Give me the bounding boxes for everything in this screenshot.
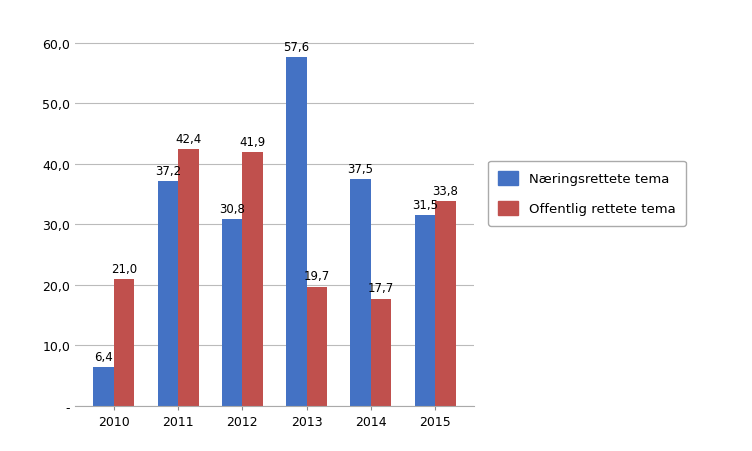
- Text: 21,0: 21,0: [111, 262, 137, 275]
- Text: 17,7: 17,7: [368, 282, 394, 295]
- Bar: [178, 150, 199, 406]
- Text: 31,5: 31,5: [412, 198, 438, 212]
- Bar: [93, 367, 114, 406]
- Bar: [435, 202, 456, 406]
- Bar: [350, 179, 371, 406]
- Text: 37,5: 37,5: [347, 162, 374, 175]
- Text: 41,9: 41,9: [240, 136, 265, 149]
- Text: 37,2: 37,2: [155, 164, 181, 177]
- Bar: [114, 279, 135, 406]
- Bar: [242, 153, 263, 406]
- Text: 57,6: 57,6: [284, 41, 309, 54]
- Bar: [371, 299, 391, 406]
- Bar: [286, 58, 307, 406]
- Text: 6,4: 6,4: [94, 350, 113, 363]
- Text: 42,4: 42,4: [175, 133, 202, 146]
- Bar: [307, 287, 327, 406]
- Legend: Næringsrettete tema, Offentlig rettete tema: Næringsrettete tema, Offentlig rettete t…: [488, 161, 686, 226]
- Bar: [158, 181, 178, 406]
- Bar: [222, 220, 242, 406]
- Text: 19,7: 19,7: [304, 270, 330, 283]
- Bar: [414, 216, 435, 406]
- Text: 33,8: 33,8: [432, 184, 458, 198]
- Text: 30,8: 30,8: [219, 203, 245, 216]
